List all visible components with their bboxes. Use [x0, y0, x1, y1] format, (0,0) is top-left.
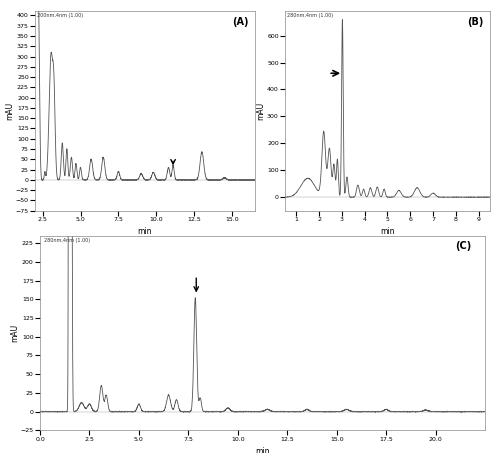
Y-axis label: mAU: mAU — [5, 102, 14, 120]
Text: 280nm,4nm (1.00): 280nm,4nm (1.00) — [44, 237, 90, 242]
Text: 200nm,4nm (1.00): 200nm,4nm (1.00) — [37, 13, 84, 18]
X-axis label: min: min — [138, 227, 152, 236]
Y-axis label: mAU: mAU — [10, 324, 19, 342]
Text: (A): (A) — [232, 17, 248, 27]
Text: 280nm,4nm (1.00): 280nm,4nm (1.00) — [287, 13, 333, 18]
X-axis label: min: min — [380, 227, 395, 236]
Text: (B): (B) — [468, 17, 484, 27]
X-axis label: min: min — [256, 447, 270, 453]
Text: (C): (C) — [456, 241, 471, 251]
Y-axis label: mAU: mAU — [256, 102, 266, 120]
